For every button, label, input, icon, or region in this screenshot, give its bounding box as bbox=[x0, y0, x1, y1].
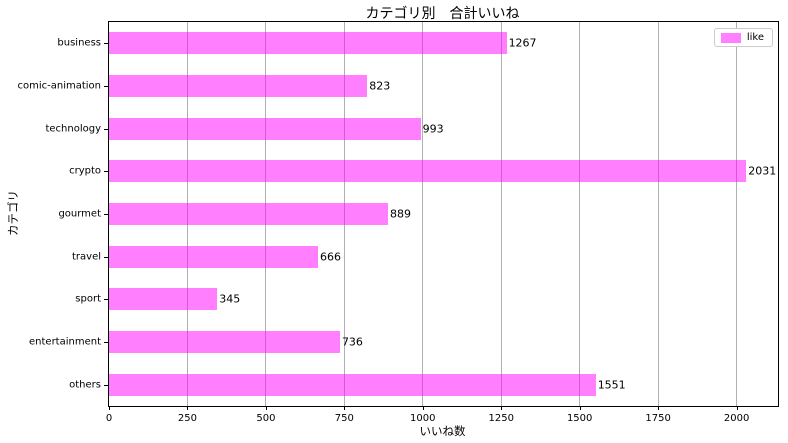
y-tick-mark-sport bbox=[104, 299, 108, 301]
x-axis-label: いいね数 bbox=[419, 424, 466, 438]
bar-others bbox=[109, 373, 596, 396]
x-tick-mark-1750 bbox=[658, 406, 660, 410]
y-tick-mark-comic-animation bbox=[104, 86, 108, 87]
x-tick-label-1500: 1500 bbox=[566, 413, 593, 424]
bar-crypto bbox=[109, 160, 747, 183]
y-tick-mark-gourmet bbox=[104, 214, 108, 215]
gridline-x-1500 bbox=[579, 22, 581, 406]
gridline-x-1750 bbox=[657, 22, 659, 406]
bar-value-technology: 993 bbox=[422, 122, 444, 136]
bar-value-business: 1267 bbox=[508, 36, 537, 50]
bar-value-comic-animation: 823 bbox=[369, 79, 391, 93]
y-tick-label-crypto: crypto bbox=[69, 165, 101, 177]
gridline-x-2000 bbox=[736, 22, 738, 406]
y-tick-label-others: others bbox=[69, 379, 101, 391]
bar-value-crypto: 2031 bbox=[748, 164, 777, 178]
bar-value-sport: 345 bbox=[219, 292, 241, 306]
y-tick-label-business: business bbox=[57, 37, 101, 49]
x-tick-mark-500 bbox=[265, 406, 267, 410]
bar-technology bbox=[109, 117, 421, 140]
x-tick-label-1000: 1000 bbox=[410, 413, 436, 424]
x-tick-mark-750 bbox=[344, 406, 346, 410]
x-tick-mark-1000 bbox=[422, 406, 424, 410]
x-tick-label-0: 0 bbox=[105, 413, 113, 424]
x-tick-mark-2000 bbox=[736, 406, 738, 410]
bar-gourmet bbox=[109, 203, 388, 225]
y-tick-label-travel: travel bbox=[71, 251, 101, 263]
bar-sport bbox=[109, 288, 218, 311]
y-tick-mark-crypto bbox=[104, 171, 108, 173]
x-tick-label-2000: 2000 bbox=[723, 413, 750, 424]
y-tick-mark-others bbox=[104, 384, 108, 386]
bar-business bbox=[109, 32, 507, 55]
x-tick-mark-250 bbox=[187, 406, 189, 410]
y-tick-label-entertainment: entertainment bbox=[29, 336, 101, 348]
y-tick-mark-travel bbox=[104, 256, 108, 258]
y-tick-label-technology: technology bbox=[45, 123, 101, 135]
y-tick-mark-business bbox=[104, 43, 108, 45]
y-tick-label-gourmet: gourmet bbox=[58, 208, 101, 220]
legend: like bbox=[713, 28, 773, 47]
x-tick-label-750: 750 bbox=[334, 413, 354, 424]
x-tick-label-1250: 1250 bbox=[488, 413, 514, 424]
x-tick-label-500: 500 bbox=[256, 413, 276, 424]
chart-title: カテゴリ別 合計いいね bbox=[365, 6, 520, 22]
bar-value-gourmet: 889 bbox=[389, 207, 411, 221]
plot-area: 1267 823 993 2031 889 666 345 736 1551 business c… bbox=[17, 21, 779, 424]
bar-value-entertainment: 736 bbox=[341, 335, 363, 349]
y-tick-label-comic-animation: comic-animation bbox=[17, 80, 101, 92]
gridline-x-1000 bbox=[422, 22, 424, 406]
legend-label-like: like bbox=[746, 32, 764, 43]
x-tick-label-250: 250 bbox=[177, 413, 197, 424]
x-tick-label-1750: 1750 bbox=[645, 413, 671, 424]
bar-travel bbox=[109, 245, 318, 268]
x-tick-mark-0 bbox=[109, 406, 110, 410]
legend-swatch-like bbox=[720, 32, 741, 43]
bar-comic-animation bbox=[109, 75, 368, 97]
bar-entertainment bbox=[109, 331, 340, 353]
bar-value-others: 1551 bbox=[597, 378, 626, 392]
gridline-x-1250 bbox=[500, 22, 502, 406]
y-axis-label: カテゴリ bbox=[6, 190, 20, 236]
y-tick-mark-technology bbox=[104, 128, 108, 130]
x-tick-mark-1250 bbox=[501, 406, 503, 410]
y-tick-label-sport: sport bbox=[75, 293, 101, 305]
x-tick-mark-1500 bbox=[579, 406, 581, 410]
y-tick-mark-entertainment bbox=[104, 342, 108, 343]
bar-value-travel: 666 bbox=[319, 250, 341, 264]
